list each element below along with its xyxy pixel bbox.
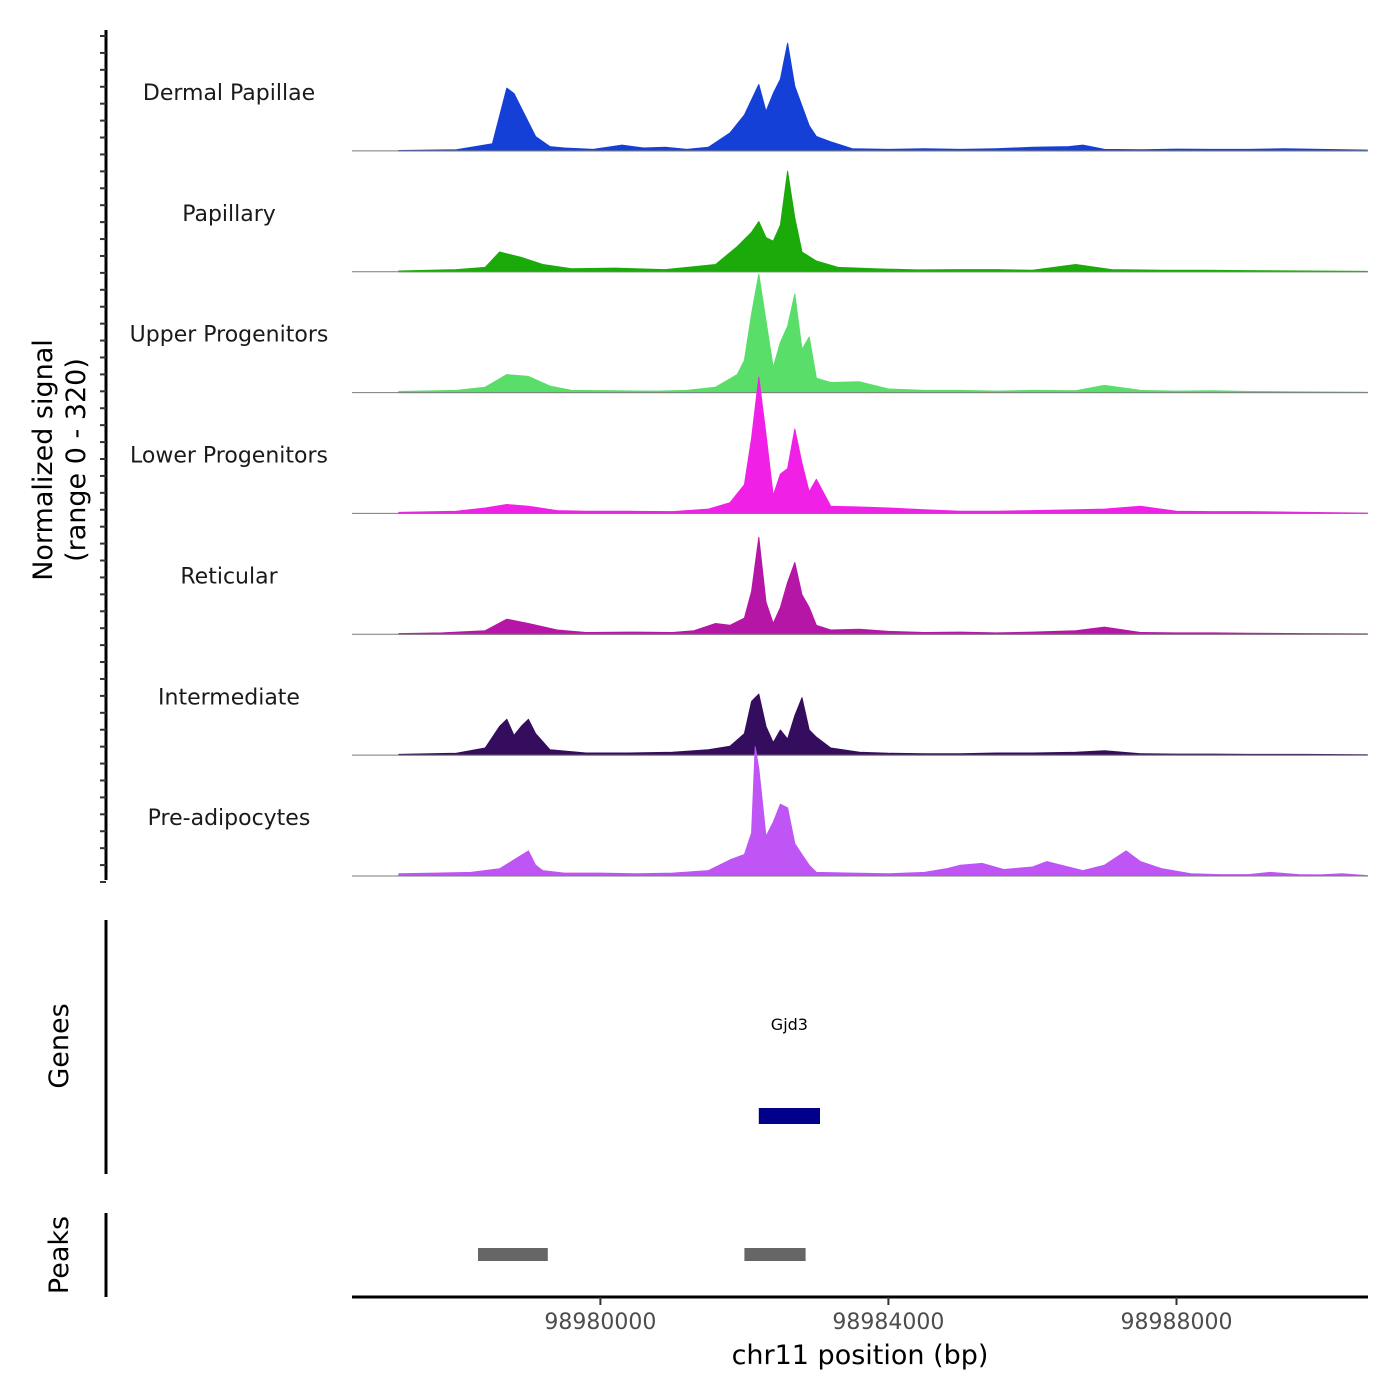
track-lower-progenitors: Lower Progenitors	[130, 376, 1368, 514]
y-axis-title: Normalized signal	[28, 339, 59, 581]
track-label: Reticular	[180, 564, 278, 589]
signal-area	[398, 42, 1368, 152]
track-label: Intermediate	[158, 685, 300, 710]
gene-panel: Gjd3	[104, 920, 820, 1174]
signal-area	[398, 170, 1368, 273]
signal-area	[398, 536, 1368, 635]
track-label: Upper Progenitors	[130, 323, 329, 348]
x-axis-title: chr11 position (bp)	[732, 1340, 989, 1371]
track-reticular: Reticular	[180, 536, 1368, 635]
track-dermal-papillae: Dermal Papillae	[143, 42, 1368, 152]
peak-region	[744, 1248, 806, 1261]
x-tick-label: 98984000	[832, 1310, 944, 1335]
track-label: Dermal Papillae	[143, 81, 315, 106]
genes-track-label: Genes	[44, 1003, 75, 1088]
track-papillary: Papillary	[182, 170, 1368, 273]
signal-area	[398, 746, 1368, 877]
signal-area	[398, 273, 1368, 394]
signal-area	[398, 376, 1368, 514]
x-tick-label: 98988000	[1121, 1310, 1233, 1335]
x-axis: 98980000 98984000 98988000	[352, 1295, 1368, 1335]
gene-body	[758, 1108, 820, 1124]
signal-area	[398, 693, 1368, 756]
track-pre-adipocytes: Pre-adipocytes	[148, 746, 1368, 877]
track-upper-progenitors: Upper Progenitors	[130, 273, 1368, 394]
gene-label: Gjd3	[771, 1015, 808, 1034]
track-label: Lower Progenitors	[130, 444, 328, 469]
signal-panel: Dermal Papillae Papillary Upper Progenitor…	[100, 30, 1368, 883]
peak-region	[478, 1248, 548, 1261]
x-tick-label: 98980000	[544, 1310, 656, 1335]
y-axis-range-label: (range 0 - 320)	[61, 358, 92, 562]
peak-panel	[104, 1213, 806, 1297]
track-intermediate: Intermediate	[158, 685, 1368, 756]
track-label: Pre-adipocytes	[148, 806, 311, 831]
track-label: Papillary	[182, 202, 276, 227]
peaks-track-label: Peaks	[44, 1216, 75, 1294]
